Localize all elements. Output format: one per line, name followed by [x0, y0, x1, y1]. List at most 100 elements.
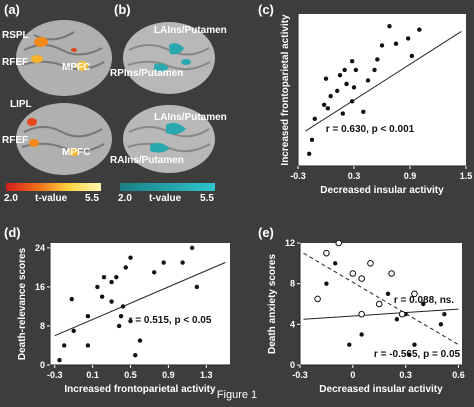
scale-b-label: t-value: [149, 193, 182, 204]
e-data-point-open: [358, 310, 365, 318]
e-data-point-open: [398, 310, 406, 318]
brain-b-bottom: [123, 105, 215, 173]
chart-c: -0.3 0.3 0.9 1.5 Decreased insular activity I…: [280, 14, 473, 196]
c-y-axis-label: Increased frontoparietal activity: [280, 14, 291, 166]
brain-b-label-4: RAIns/Putamen: [110, 155, 184, 166]
c-data-point: [312, 116, 317, 122]
scale-a-max: 5.5: [85, 193, 99, 204]
e-data-point-open: [335, 239, 343, 247]
d-data-point: [109, 279, 114, 285]
chart-d: -0.3 0.1 0.5 0.9 1.3 0 8 16 24 Increased frontopa…: [17, 243, 230, 395]
c-data-point: [375, 57, 380, 62]
brain-a-label-1: RSPL: [2, 30, 29, 41]
brain-a-label-6: MPFC: [62, 147, 91, 158]
c-data-point: [372, 67, 377, 73]
brain-b-top: [123, 22, 215, 94]
scale-b-max: 5.5: [200, 193, 214, 204]
d-y-tick-label: 8: [40, 321, 45, 331]
d-data-point: [152, 270, 157, 275]
c-data-point: [409, 53, 415, 59]
c-data-point: [335, 88, 340, 94]
e-fit-line-dashed: [303, 252, 459, 346]
d-data-point: [71, 328, 76, 334]
e-annotation-ns: r = 0.088, ns.: [394, 295, 455, 306]
c-data-point: [351, 85, 357, 90]
c-x-tick-label: 1.5: [460, 171, 473, 181]
c-data-point: [344, 81, 349, 87]
d-annotation: r = 0.515, p < 0.05: [129, 315, 212, 326]
c-data-point: [307, 151, 312, 156]
d-data-point: [109, 299, 114, 304]
d-data-point: [120, 304, 126, 309]
c-x-tick-label: 0.9: [404, 171, 417, 181]
c-annotation: r = 0.630, p < 0.001: [326, 124, 415, 135]
c-plot-area: [298, 14, 466, 166]
c-data-point: [379, 43, 385, 48]
brain-b-label-1: LAIns/Putamen: [154, 25, 227, 36]
e-data-point-open: [314, 295, 321, 303]
e-data-point-open: [367, 260, 374, 267]
brain-a-top: [16, 20, 112, 96]
scale-a-min: 2.0: [4, 193, 18, 204]
d-x-tick-label: 0.5: [124, 370, 137, 380]
d-x-tick-label: 0.1: [86, 370, 99, 380]
e-x-tick-label: 0.3: [399, 370, 412, 380]
d-data-point: [95, 284, 100, 290]
e-data-point-filled: [421, 301, 426, 307]
d-data-point: [57, 357, 62, 363]
c-data-point: [340, 111, 345, 116]
scale-b-bar: [120, 183, 215, 191]
d-data-point: [194, 284, 200, 290]
c-data-point: [321, 102, 327, 108]
panel-b: (b) LAIns/Putamen RPIns/Putamen LAIns/Pu…: [110, 0, 232, 204]
e-data-point-open: [349, 270, 357, 277]
e-data-point-filled: [442, 311, 447, 317]
e-data-point-filled: [385, 291, 391, 297]
d-data-point: [128, 318, 133, 324]
d-x-tick-label: 1.3: [200, 370, 213, 380]
e-annotation-sig: r = -0.565, p = 0.05: [374, 349, 461, 360]
panel-a-label: (a): [4, 2, 20, 17]
e-data-point-filled: [324, 281, 329, 286]
e-fit-line-solid: [303, 308, 459, 320]
d-data-point: [128, 255, 133, 260]
e-x-tick-label: -0.3: [292, 370, 308, 380]
d-data-point: [69, 296, 74, 302]
brain-a-label-3: MPFC: [62, 62, 91, 73]
scale-a-bar: [6, 183, 101, 191]
e-y-tick-label: 8: [290, 279, 295, 289]
brain-b-label-2: RPIns/Putamen: [110, 68, 184, 79]
d-data-point: [62, 343, 67, 348]
d-data-point: [101, 274, 107, 280]
panel-a: (a) RSPL RFEF MPFC LIPL RFEF MPFC 2.0 t-…: [0, 0, 115, 204]
d-data-point: [116, 323, 122, 329]
d-data-point: [85, 314, 91, 319]
c-data-point: [309, 137, 315, 142]
c-data-point: [405, 36, 411, 41]
brain-a-bottom: [16, 103, 112, 175]
e-y-tick-label: 0: [290, 360, 295, 370]
c-data-point: [328, 93, 333, 99]
e-x-tick-label: 0.6: [452, 370, 465, 380]
d-plot-area: [50, 243, 230, 365]
d-y-tick-label: 0: [40, 360, 45, 370]
panel-c-label: (c): [258, 2, 274, 17]
brain-b-label-3: LAIns/Putamen: [154, 112, 227, 123]
e-data-point-open: [388, 270, 395, 277]
d-data-point: [99, 294, 105, 299]
figure-caption: Figure 1: [216, 389, 258, 401]
c-data-point: [323, 76, 329, 81]
c-data-point: [365, 78, 371, 83]
c-data-point: [393, 41, 399, 46]
e-data-point-open: [375, 300, 383, 308]
d-data-point: [123, 265, 128, 270]
d-data-point: [114, 274, 119, 280]
d-y-tick-label: 24: [35, 243, 45, 253]
e-data-point-filled: [438, 322, 444, 327]
e-data-point-filled: [333, 261, 338, 266]
d-x-tick-label: 0.9: [162, 370, 175, 380]
c-data-point: [325, 106, 331, 111]
panel-d-label: (d): [4, 225, 21, 240]
e-x-axis-label: Decreased insular activity: [319, 384, 443, 395]
